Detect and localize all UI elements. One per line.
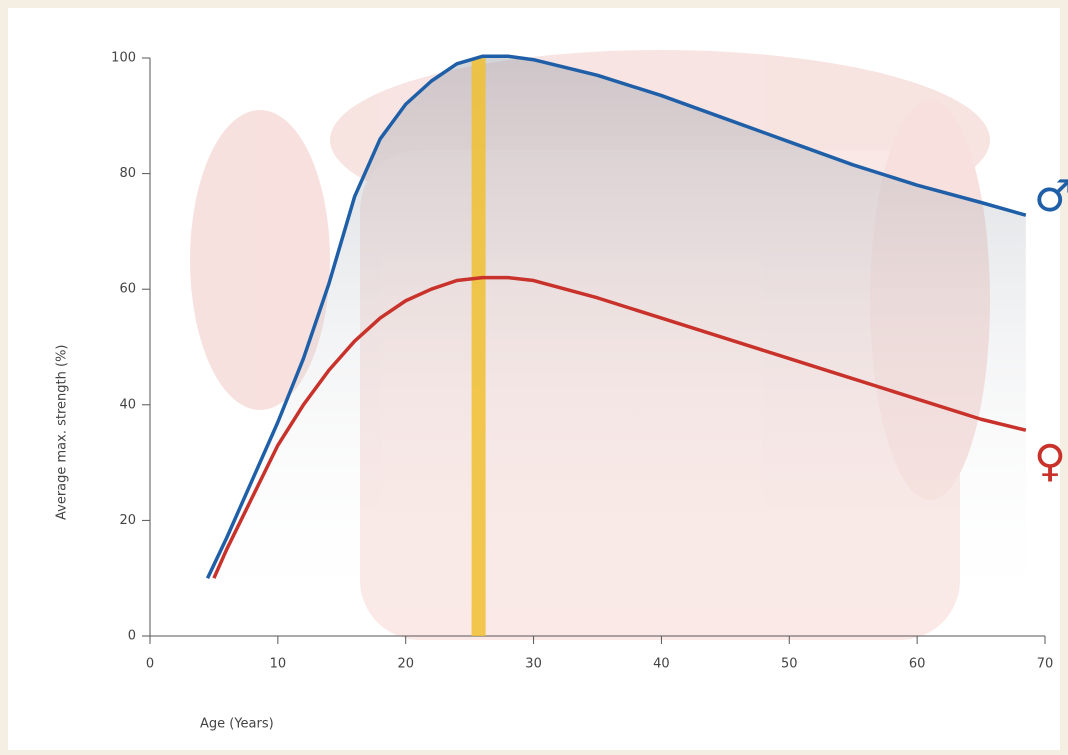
- x-tick-label: 40: [653, 657, 670, 672]
- x-axis-label: Age (Years): [200, 717, 274, 732]
- x-tick-label: 20: [397, 657, 414, 672]
- legend-symbol: ♀: [1034, 436, 1066, 487]
- y-tick-label: 20: [119, 513, 136, 528]
- x-tick-label: 30: [525, 657, 542, 672]
- y-tick-label: 80: [119, 166, 136, 181]
- y-tick-label: 100: [111, 51, 136, 66]
- y-tick-label: 0: [128, 629, 136, 644]
- x-tick-label: 60: [909, 657, 926, 672]
- x-tick-label: 50: [781, 657, 798, 672]
- y-tick-label: 60: [119, 282, 136, 297]
- x-tick-label: 70: [1037, 657, 1054, 672]
- legend-symbol: ♂: [1034, 171, 1068, 222]
- y-tick-label: 40: [119, 397, 136, 412]
- highlight-band: [471, 58, 486, 636]
- series-line: [205, 54, 1027, 579]
- x-tick-label: 10: [270, 657, 287, 672]
- area-shade: [207, 56, 1026, 637]
- x-tick-label: 0: [146, 657, 154, 672]
- series-line: [212, 275, 1027, 579]
- y-axis-label: Average max. strength (%): [55, 345, 70, 521]
